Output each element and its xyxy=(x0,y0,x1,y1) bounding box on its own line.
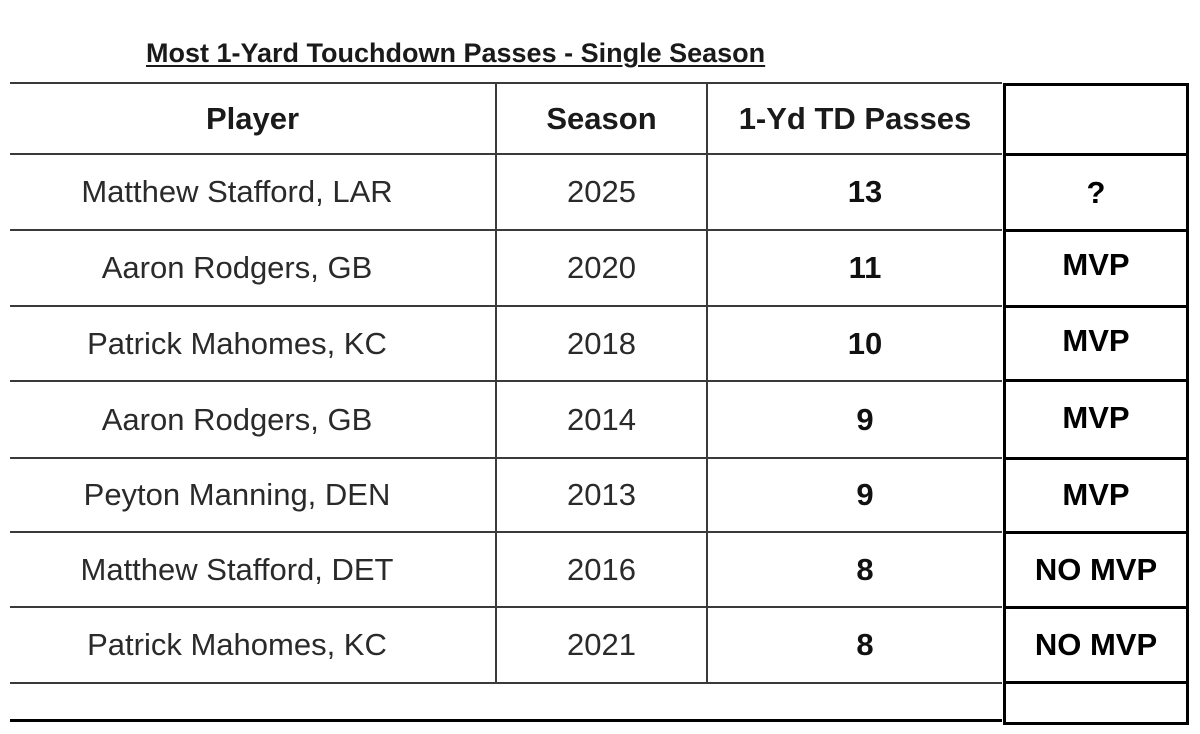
mvp-row-divider xyxy=(1003,305,1189,308)
table-cell-player: Peyton Manning, DEN xyxy=(83,477,391,512)
table-cell-td-passes: 9 xyxy=(856,477,874,512)
mvp-row-divider xyxy=(1003,606,1189,609)
column-header-player: Player xyxy=(205,100,300,136)
row-divider xyxy=(10,305,1002,307)
mvp-row-divider xyxy=(1003,681,1189,684)
table-cell-season: 2025 xyxy=(567,174,636,209)
table-title: Most 1-Yard Touchdown Passes - Single Se… xyxy=(146,38,766,68)
table-cell-td-passes: 9 xyxy=(856,401,874,437)
mvp-column-box xyxy=(1003,83,1189,725)
table-cell-td-passes: 8 xyxy=(856,551,874,587)
row-divider xyxy=(10,229,1002,231)
table-cell-season: 2016 xyxy=(567,551,636,587)
table-cell-mvp: MVP xyxy=(1062,246,1130,282)
table-cell-mvp: NO MVP xyxy=(1034,627,1158,662)
table-cell-td-passes: 11 xyxy=(848,250,882,285)
table-cell-mvp: MVP xyxy=(1062,476,1130,512)
row-divider xyxy=(10,531,1002,533)
table-border-bottom xyxy=(10,719,1002,722)
mvp-row-divider xyxy=(1003,229,1189,232)
table-cell-season: 2013 xyxy=(567,477,636,512)
row-divider xyxy=(10,380,1002,382)
column-divider xyxy=(706,82,708,683)
column-header-season: Season xyxy=(546,100,657,136)
table-cell-player: Matthew Stafford, DET xyxy=(80,551,394,587)
column-header-td-passes: 1-Yd TD Passes xyxy=(738,100,972,136)
table-cell-player: Matthew Stafford, LAR xyxy=(81,174,393,209)
column-divider xyxy=(495,82,497,683)
table-cell-td-passes: 10 xyxy=(847,325,883,361)
column-header-mvp xyxy=(1006,86,1186,153)
mvp-row-divider xyxy=(1003,457,1189,460)
table-cell-mvp: MVP xyxy=(1062,322,1130,358)
table-cell-mvp: ? xyxy=(1086,174,1106,210)
row-divider xyxy=(10,457,1002,459)
table-border-top xyxy=(10,82,1002,84)
table-cell-td-passes: 8 xyxy=(856,627,874,662)
mvp-row-divider xyxy=(1003,379,1189,382)
table-cell-season: 2018 xyxy=(567,325,636,361)
table-cell-season: 2014 xyxy=(567,401,636,437)
table-cell-player: Patrick Mahomes, KC xyxy=(87,325,387,361)
table-cell-season: 2020 xyxy=(567,250,636,285)
row-divider xyxy=(10,682,1002,684)
table-cell-player: Aaron Rodgers, GB xyxy=(101,401,373,437)
table-cell-mvp: MVP xyxy=(1062,399,1130,435)
table-cell-season: 2021 xyxy=(567,627,636,662)
mvp-row-divider xyxy=(1003,531,1189,534)
table-cell-td-passes: 13 xyxy=(847,174,883,209)
row-divider xyxy=(10,606,1002,608)
table-cell-player: Aaron Rodgers, GB xyxy=(101,250,373,285)
table-cell-mvp: NO MVP xyxy=(1034,552,1158,587)
mvp-row-divider xyxy=(1003,153,1189,156)
row-divider xyxy=(10,153,1002,155)
table-cell-player: Patrick Mahomes, KC xyxy=(87,627,387,662)
